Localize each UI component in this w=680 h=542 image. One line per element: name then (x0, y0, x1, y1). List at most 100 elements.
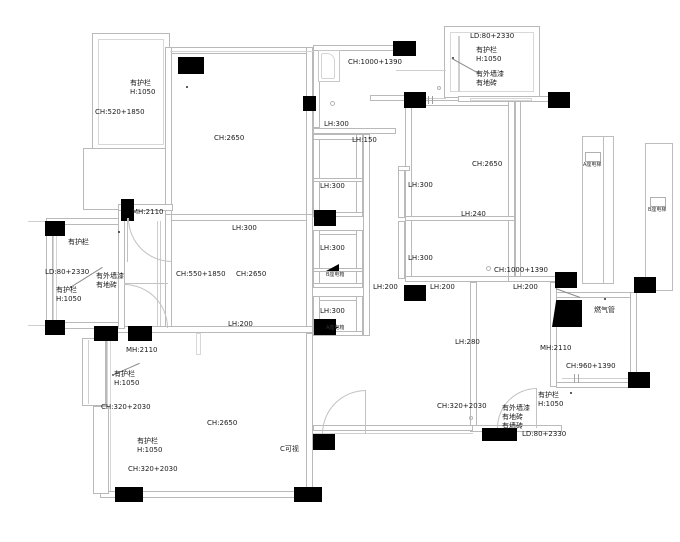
label-bottom-railing-2: 有护栏 H:1050 (137, 437, 163, 454)
wall-link-top-1 (396, 70, 446, 71)
column-left-3 (121, 199, 134, 221)
column-right-3 (628, 372, 650, 388)
label-rightroom-lh-240: LH:240 (461, 210, 486, 218)
label-left-finish: 有外墙漆 有地砖 (96, 272, 124, 289)
label-left-ld: LD:80+2330 (45, 268, 90, 276)
wall-lowerright-right (550, 282, 557, 387)
column-top-3 (404, 92, 426, 108)
wall-rightroom-sub-top (398, 166, 410, 171)
column-left-2 (45, 320, 65, 335)
column-top-2 (393, 41, 416, 56)
kitchen-fixture-circle (330, 101, 335, 106)
label-rightlower-finish: 有外墙漆 有地砖 有墙砖 (502, 404, 530, 430)
wall-rightcorridor-left (515, 100, 521, 282)
wall-balcony-topright-divider (458, 36, 460, 92)
column-mid-3 (404, 285, 426, 301)
label-bottom-visual: C可视 (280, 445, 299, 453)
wall-midlower-right (356, 230, 363, 286)
wall-rightroom-sub-left2 (398, 221, 405, 279)
wall-rightroom-right (508, 100, 515, 280)
door-swing-west-top (128, 218, 172, 262)
wall-living-bottom (165, 214, 313, 221)
label-mid-lh-200-b: LH:200 (430, 283, 455, 291)
label-living-ch: CH:2650 (214, 134, 245, 142)
label-kitchen-lh-150: LH:150 (352, 136, 377, 144)
label-bottomroom-ch: CH:2650 (207, 419, 238, 427)
wall-living-top-inner (170, 51, 313, 52)
wall-rightroom-sub-left (398, 166, 405, 218)
label-bedroom-lh-300: LH:300 (232, 224, 257, 232)
label-rightlower-ld: LD:80+2330 (522, 430, 567, 438)
rightroom-fixture-circle (486, 266, 491, 271)
label-riser-b: B座电箱 (326, 272, 345, 278)
column-left-4 (94, 326, 118, 341)
label-topleft-railing: 有护栏 H:1050 (130, 79, 156, 96)
column-right-1 (555, 272, 577, 288)
door-leaf-bottom-center (365, 390, 366, 434)
wall-midlowest-right (356, 296, 363, 336)
wall-kitchen-lower-right (356, 134, 363, 214)
wall-balcony-topleft-inner (98, 39, 164, 145)
wall-lowerright-tick-1 (574, 374, 575, 383)
wall-corridor-vertical (363, 134, 370, 336)
label-left-railing: 有护栏 H:1050 (56, 286, 82, 303)
label-topleft-balcony-ch: CH:520+1850 (95, 108, 145, 116)
label-rightlower-ch-320: CH:320+2030 (437, 402, 487, 410)
door-leaf-west-bottom (124, 283, 168, 284)
column-bottom-right-1 (482, 428, 517, 441)
label-mid-lh-300-c: LH:300 (320, 307, 345, 315)
column-bottom-3 (313, 434, 335, 450)
label-elevator-b: B座电梯 (648, 207, 667, 213)
wall-bottomleft-notch2 (93, 406, 109, 494)
riser-arrow-b-icon (326, 264, 339, 271)
wall-rightroom-left (405, 100, 412, 280)
wall-left-stub-1 (28, 221, 47, 222)
label-rightlower-railing: 有护栏 H:1050 (538, 391, 564, 408)
column-mid-1 (314, 210, 336, 226)
wall-bottomroom-right (306, 333, 313, 498)
door-swing-bottom-center (322, 390, 366, 434)
wall-balcony-topright-inner (450, 32, 534, 92)
wall-bottomroom-ext-top (313, 425, 473, 431)
column-bottom-2 (294, 487, 322, 502)
column-top-4 (548, 92, 570, 108)
wall-bottomroom-stub (196, 333, 201, 355)
elevator-shaft-a (582, 136, 604, 284)
lowerright-drain-circle (469, 416, 473, 420)
label-rightroom-ch: CH:2650 (472, 160, 503, 168)
label-gas-pipe: 燃气管 (594, 306, 615, 314)
label-bedroom-lh-200: LH:200 (228, 320, 253, 328)
wall-midlower-bottom (313, 283, 363, 288)
label-right-ch-1000: CH:1000+1390 (494, 266, 549, 274)
label-mid-lh-300-b: LH:300 (320, 244, 345, 252)
label-bedroom-ch-550: CH:550+1850 (176, 270, 226, 278)
wall-tick-2 (432, 96, 433, 104)
label-right-ch-960: CH:960+1390 (566, 362, 616, 370)
label-topright-railing: 有护栏 H:1050 (476, 46, 502, 63)
elevator-door-a (585, 152, 601, 162)
wall-lowerright-tick-2 (578, 374, 579, 383)
wall-kitchen-lower-bottom (313, 212, 363, 217)
wall-kitchen-lower-mid (313, 178, 363, 182)
door-leaf-west-top (127, 218, 128, 262)
label-bottom-railing-1: 有护栏 H:1050 (114, 370, 140, 387)
wall-kitchen-bottom (313, 128, 396, 134)
label-bottom-ch-320-1: CH:320+2030 (101, 403, 151, 411)
column-left-1 (45, 221, 65, 236)
label-kitchen-lh-300: LH:300 (324, 120, 349, 128)
label-left-mh: MH:2110 (132, 208, 164, 216)
balcony-drain-circle (437, 86, 441, 90)
label-bottom-mh: MH:2110 (126, 346, 158, 354)
elevator-door-b (650, 197, 666, 207)
label-left-railing-top: 有护栏 (68, 238, 89, 246)
wall-kitchen-window-inner (321, 53, 335, 79)
wall-band-right-2-inner (470, 98, 532, 101)
elevator-shaft-a-strip (604, 136, 614, 284)
column-bottom-1 (115, 487, 143, 502)
wall-living-left (165, 47, 172, 217)
label-rightroom-lh-300-b: LH:300 (408, 254, 433, 262)
door-leaf-lowerright (536, 388, 537, 428)
wall-bottomleft-notch (82, 338, 106, 406)
leader-dot-topleft (186, 86, 188, 88)
